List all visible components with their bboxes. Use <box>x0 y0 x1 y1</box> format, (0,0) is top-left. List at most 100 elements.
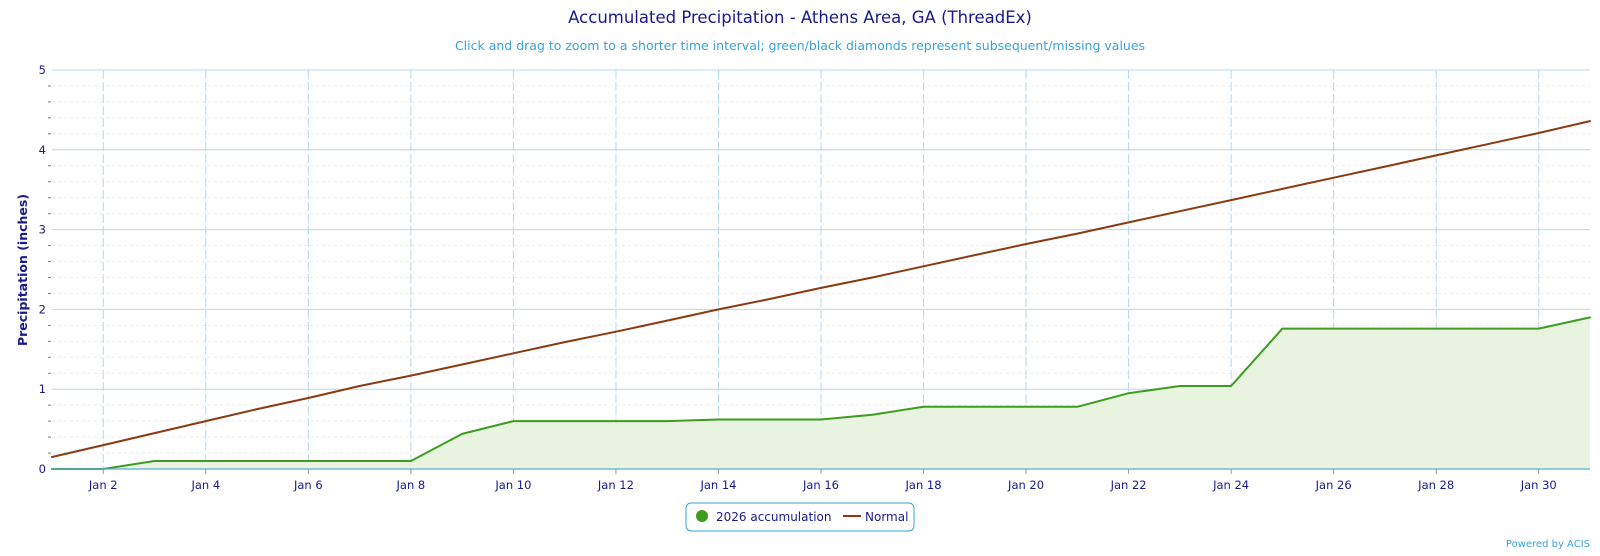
legend-label-accumulation: 2026 accumulation <box>716 510 831 524</box>
legend-item-normal[interactable]: Normal <box>843 510 908 524</box>
x-tick-label: Jan 26 <box>1315 478 1352 492</box>
data-point-2026-accumulation <box>1177 384 1182 389</box>
series-line-2026-accumulation <box>51 316 1591 470</box>
x-tick-label: Jan 14 <box>699 478 736 492</box>
data-point-2026-accumulation <box>921 404 926 409</box>
x-tick-label: Jan 4 <box>190 478 220 492</box>
data-point-normal <box>1280 186 1285 191</box>
data-point-normal <box>1588 119 1593 124</box>
data-point-2026-accumulation <box>1536 326 1541 331</box>
data-point-normal <box>1024 242 1029 247</box>
data-point-2026-accumulation <box>716 417 721 422</box>
x-tick-label: Jan 10 <box>494 478 531 492</box>
series-area-2026-accumulation <box>52 317 1590 469</box>
data-point-normal <box>101 443 106 448</box>
line-layer <box>50 119 1593 470</box>
x-tick-label: Jan 28 <box>1417 478 1454 492</box>
x-tick-label: Jan 16 <box>802 478 839 492</box>
data-point-2026-accumulation <box>511 419 516 424</box>
credit-link[interactable]: Powered by ACIS <box>1506 539 1590 550</box>
data-point-normal <box>972 253 977 258</box>
legend-box <box>685 502 915 532</box>
data-point-2026-accumulation <box>306 459 311 464</box>
data-point-normal <box>1177 209 1182 214</box>
y-tick-label: 0 <box>39 462 46 476</box>
x-tick-label: Jan 12 <box>597 478 634 492</box>
data-point-2026-accumulation <box>613 419 618 424</box>
data-point-normal <box>819 285 824 290</box>
data-point-2026-accumulation <box>665 419 670 424</box>
data-point-2026-accumulation <box>819 417 824 422</box>
data-point-2026-accumulation <box>1280 326 1285 331</box>
data-point-normal <box>1382 164 1387 169</box>
data-point-normal <box>511 351 516 356</box>
data-point-2026-accumulation <box>972 404 977 409</box>
grid-layer <box>52 69 1590 470</box>
data-point-2026-accumulation <box>562 419 567 424</box>
data-point-normal <box>152 431 157 436</box>
data-point-normal <box>306 396 311 401</box>
x-tick-label: Jan 20 <box>1007 478 1044 492</box>
data-point-2026-accumulation <box>1588 315 1593 320</box>
data-point-2026-accumulation <box>1434 326 1439 331</box>
y-tick-label: 5 <box>39 63 46 77</box>
x-tick-label: Jan 6 <box>293 478 323 492</box>
data-point-normal <box>255 407 260 412</box>
axis-layer: 0 1 2 3 4 5 Jan 2 Jan 4 Jan 6 Jan 8 Jan 10 Jan 12 Ja… <box>39 63 1590 492</box>
data-point-2026-accumulation <box>767 417 772 422</box>
data-point-normal <box>716 307 721 312</box>
y-tick-label: 3 <box>39 223 46 237</box>
data-point-normal <box>1126 220 1131 225</box>
x-tick-label: Jan 2 <box>88 478 118 492</box>
data-point-normal <box>1536 131 1541 136</box>
data-point-normal <box>460 362 465 367</box>
data-point-2026-accumulation <box>152 459 157 464</box>
data-point-2026-accumulation <box>1331 326 1336 331</box>
data-point-normal <box>665 318 670 323</box>
data-point-normal <box>1331 175 1336 180</box>
data-point-normal <box>921 264 926 269</box>
legend-item-accumulation[interactable]: 2026 accumulation <box>696 510 831 524</box>
data-point-normal <box>357 384 362 389</box>
data-point-normal <box>1434 153 1439 158</box>
series-line-normal <box>51 120 1591 458</box>
area-layer <box>52 317 1590 469</box>
data-point-2026-accumulation <box>1075 404 1080 409</box>
x-tick-label: Jan 18 <box>905 478 942 492</box>
legend-label-normal: Normal <box>865 510 908 524</box>
data-point-2026-accumulation <box>1382 326 1387 331</box>
y-tick-label: 1 <box>39 382 46 396</box>
data-point-2026-accumulation <box>1485 326 1490 331</box>
chart-subtitle: Click and drag to zoom to a shorter time… <box>455 38 1145 53</box>
data-point-normal <box>870 275 875 280</box>
y-tick-label: 2 <box>39 302 46 316</box>
x-tick-label: Jan 22 <box>1110 478 1147 492</box>
data-point-2026-accumulation <box>408 459 413 464</box>
legend-marker-accumulation <box>696 510 708 522</box>
data-point-2026-accumulation <box>357 459 362 464</box>
data-point-normal <box>1075 231 1080 236</box>
data-point-2026-accumulation <box>203 459 208 464</box>
data-point-2026-accumulation <box>255 459 260 464</box>
data-point-normal <box>1229 198 1234 203</box>
data-point-2026-accumulation <box>1126 391 1131 396</box>
x-tick-label: Jan 8 <box>396 478 426 492</box>
y-tick-label: 4 <box>39 143 46 157</box>
legend[interactable]: 2026 accumulation Normal <box>685 502 915 532</box>
data-point-normal <box>203 419 208 424</box>
data-point-normal <box>767 297 772 302</box>
data-point-2026-accumulation <box>870 412 875 417</box>
data-point-2026-accumulation <box>1229 384 1234 389</box>
data-point-normal <box>613 329 618 334</box>
x-tick-label: Jan 30 <box>1520 478 1557 492</box>
data-point-normal <box>50 455 55 460</box>
data-point-normal <box>1485 142 1490 147</box>
x-tick-label: Jan 24 <box>1212 478 1249 492</box>
chart-title: Accumulated Precipitation - Athens Area,… <box>568 8 1032 27</box>
data-point-2026-accumulation <box>460 431 465 436</box>
data-point-2026-accumulation <box>1024 404 1029 409</box>
data-point-normal <box>408 373 413 378</box>
y-axis-title: Precipitation (inches) <box>15 194 30 346</box>
